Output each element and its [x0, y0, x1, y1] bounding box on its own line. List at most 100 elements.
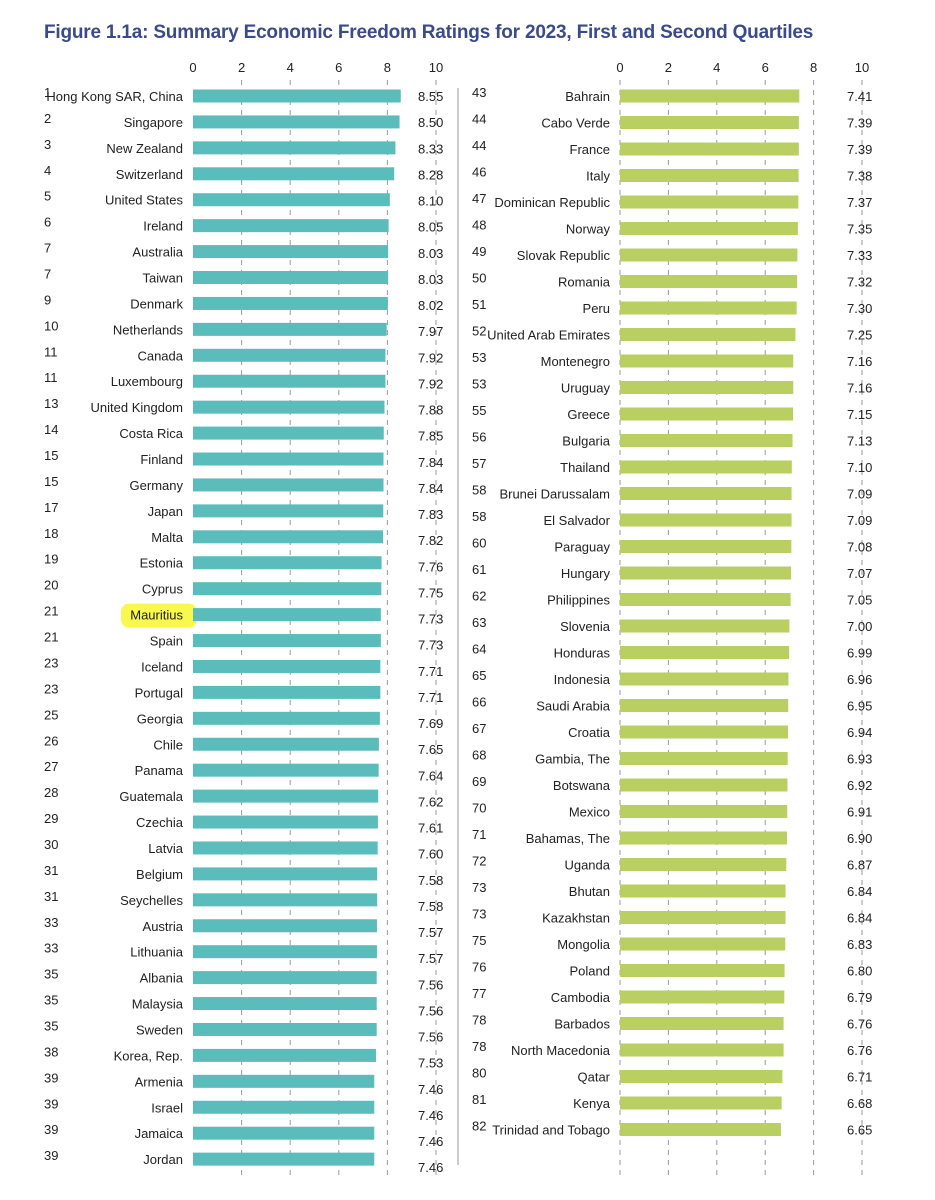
bar [193, 141, 396, 155]
country-label: Israel [151, 1100, 183, 1115]
bar [620, 937, 786, 951]
value-label: 7.57 [418, 951, 443, 966]
country-label: Mongolia [557, 937, 611, 952]
bar [193, 504, 384, 518]
country-label: United Kingdom [91, 400, 184, 415]
country-label: Panama [135, 763, 184, 778]
rank-label: 15 [44, 474, 58, 489]
country-label: United States [105, 193, 184, 208]
value-label: 7.09 [847, 513, 872, 528]
rank-label: 66 [472, 695, 486, 710]
country-label: Spain [150, 634, 183, 649]
value-label: 7.30 [847, 301, 872, 316]
bar [193, 711, 380, 725]
bar [620, 1043, 784, 1057]
rank-label: 19 [44, 552, 58, 567]
country-label: North Macedonia [511, 1043, 611, 1058]
rank-label: 44 [472, 112, 486, 127]
bar [620, 487, 792, 500]
rank-label: 20 [44, 578, 58, 593]
value-label: 7.58 [418, 899, 443, 914]
country-label: Costa Rica [119, 426, 183, 441]
value-label: 7.41 [847, 89, 872, 104]
value-label: 7.64 [418, 768, 443, 783]
rank-label: 14 [44, 422, 58, 437]
rank-label: 46 [472, 165, 486, 180]
value-label: 7.57 [418, 925, 443, 940]
bar [193, 893, 378, 907]
country-label: Korea, Rep. [114, 1048, 183, 1063]
rank-label: 25 [44, 707, 58, 722]
rank-label: 1 [44, 85, 51, 100]
country-label: Montenegro [541, 354, 610, 369]
value-label: 7.46 [418, 1160, 443, 1175]
value-label: 7.88 [418, 403, 443, 418]
bar [193, 322, 387, 336]
bar [193, 271, 389, 285]
rank-label: 28 [44, 785, 58, 800]
bar [620, 513, 792, 527]
value-label: 8.10 [418, 194, 443, 209]
bar [193, 245, 389, 259]
rank-label: 81 [472, 1092, 486, 1107]
value-label: 7.46 [418, 1134, 443, 1149]
rank-label: 35 [44, 993, 58, 1008]
bar [193, 530, 384, 544]
value-label: 7.35 [847, 222, 872, 237]
rank-label: 21 [44, 630, 58, 645]
value-label: 7.07 [847, 566, 872, 581]
rank-label: 75 [472, 933, 486, 948]
bar [620, 275, 798, 288]
value-label: 7.39 [847, 142, 872, 157]
value-label: 6.90 [847, 831, 872, 846]
rank-label: 55 [472, 403, 486, 418]
value-label: 7.56 [418, 1030, 443, 1045]
country-label: Greece [567, 407, 610, 422]
rank-label: 2 [44, 111, 51, 126]
bar [620, 354, 794, 368]
country-label: Singapore [124, 115, 183, 130]
country-label: Trinidad and Tobago [492, 1123, 610, 1138]
value-label: 7.10 [847, 460, 872, 475]
value-label: 7.73 [418, 612, 443, 627]
rank-label: 6 [44, 215, 51, 230]
bar [193, 841, 378, 855]
country-label: Bahrain [565, 89, 610, 104]
country-label: Malaysia [132, 997, 184, 1012]
rank-label: 47 [472, 191, 486, 206]
bar [193, 296, 388, 310]
bar [620, 1017, 784, 1030]
rank-label: 29 [44, 811, 58, 826]
country-label: Peru [583, 301, 610, 316]
bar [620, 248, 798, 262]
bar [193, 789, 379, 803]
country-label: Portugal [135, 685, 184, 700]
rank-label: 7 [44, 241, 51, 256]
country-label: Cyprus [142, 582, 184, 597]
value-label: 8.55 [418, 89, 443, 104]
rank-label: 11 [44, 370, 58, 385]
value-label: 7.71 [418, 664, 443, 679]
bar [620, 964, 785, 977]
value-label: 7.61 [418, 821, 443, 836]
rank-label: 65 [472, 668, 486, 683]
country-label: Australia [132, 245, 183, 260]
value-label: 6.65 [847, 1123, 872, 1138]
country-label: Saudi Arabia [536, 699, 610, 714]
rank-label: 61 [472, 562, 486, 577]
rank-label: 17 [44, 500, 58, 515]
country-label: Georgia [137, 711, 184, 726]
bar [193, 426, 384, 440]
rank-label: 69 [472, 774, 486, 789]
country-label: Czechia [136, 815, 184, 830]
value-label: 7.56 [418, 977, 443, 992]
value-label: 7.05 [847, 593, 872, 608]
bar [620, 1070, 783, 1083]
bar [620, 89, 800, 103]
value-label: 6.96 [847, 672, 872, 687]
bar [193, 582, 382, 596]
rank-label: 4 [44, 163, 51, 178]
rank-label: 73 [472, 880, 486, 895]
bar [620, 805, 788, 818]
